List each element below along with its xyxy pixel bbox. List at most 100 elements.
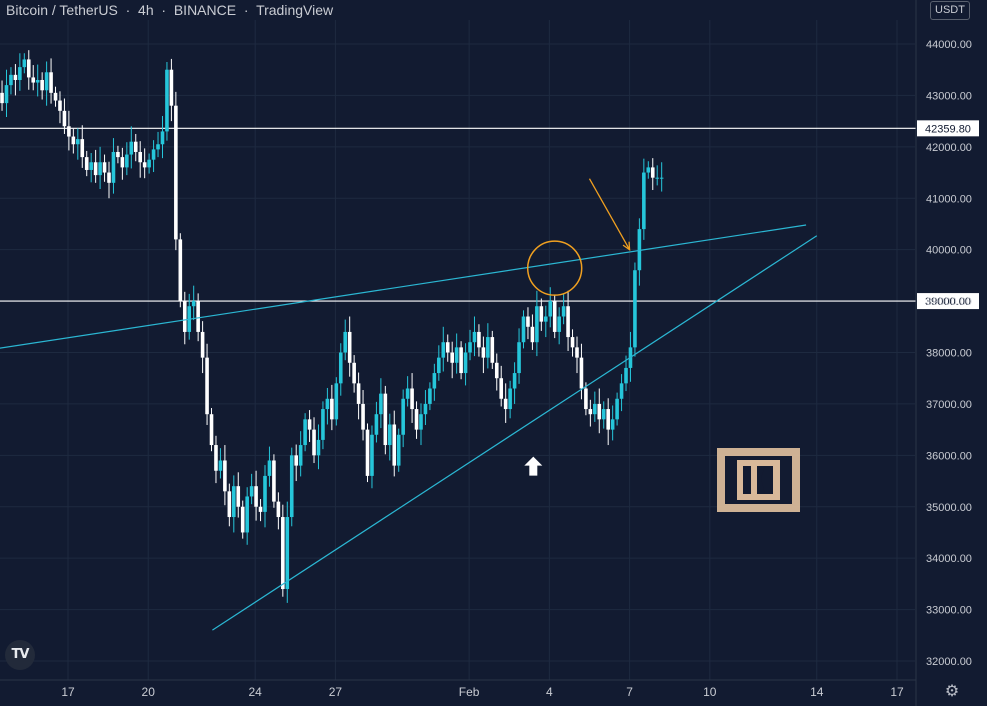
x-tick-label: 17 xyxy=(61,685,75,699)
candle-body xyxy=(325,398,330,410)
candle-body xyxy=(249,486,254,497)
candle-body xyxy=(356,383,361,404)
candle-body xyxy=(481,347,486,358)
candle-body xyxy=(71,136,76,145)
candle-body xyxy=(423,403,428,415)
candle-body xyxy=(125,154,129,168)
price-level-tag xyxy=(917,120,979,137)
x-tick-label: 20 xyxy=(142,685,156,699)
candle-body xyxy=(561,306,566,317)
y-tick-label: 39000.00 xyxy=(926,296,972,308)
candle-body xyxy=(18,67,22,80)
x-tick-label: 24 xyxy=(249,685,263,699)
x-tick-label: 10 xyxy=(703,685,717,699)
candle-body xyxy=(468,342,472,353)
candle-body xyxy=(276,501,281,518)
candle-body xyxy=(526,316,530,327)
candle-body xyxy=(410,388,414,410)
currency-unit-badge[interactable]: USDT xyxy=(930,1,970,20)
candle-body xyxy=(272,460,276,502)
candle-body xyxy=(151,149,156,160)
x-tick-label: 17 xyxy=(890,685,904,699)
candle-body xyxy=(84,157,89,170)
y-tick-label: 36000.00 xyxy=(926,450,972,462)
candlesticks xyxy=(0,50,664,603)
candle-body xyxy=(107,172,111,183)
settings-gear-icon[interactable]: ⚙ xyxy=(944,683,960,700)
candle-body xyxy=(579,357,584,389)
symbol-name[interactable]: Bitcoin / TetherUS xyxy=(6,2,118,18)
candle-body xyxy=(445,342,450,353)
candle-body xyxy=(138,151,143,163)
candle-body xyxy=(392,424,397,466)
candle-body xyxy=(428,388,432,404)
candle-body xyxy=(624,367,628,384)
candle-body xyxy=(294,455,298,466)
candle-body xyxy=(405,388,410,399)
candle-body xyxy=(450,352,454,363)
candle-body xyxy=(76,139,80,145)
candle-body xyxy=(26,59,31,78)
candle-body xyxy=(396,434,401,466)
candle-body xyxy=(548,301,553,317)
candle-body xyxy=(31,77,36,83)
candle-body xyxy=(361,403,365,430)
interval-label[interactable]: 4h xyxy=(138,2,154,18)
candle-body xyxy=(174,105,178,240)
candle-body xyxy=(597,403,602,420)
y-tick-label: 43000.00 xyxy=(926,90,972,102)
candle-body xyxy=(637,229,642,271)
candle-body xyxy=(4,85,9,104)
candle-body xyxy=(232,486,236,518)
candle-body xyxy=(214,445,218,471)
candle-body xyxy=(67,126,71,137)
candle-body xyxy=(494,362,499,379)
candle-body xyxy=(334,383,339,420)
candle-body xyxy=(655,177,660,179)
candle-body xyxy=(13,74,18,80)
candle-body xyxy=(575,347,579,358)
candle-body xyxy=(182,301,187,332)
candle-body xyxy=(98,162,102,176)
candle-body xyxy=(343,331,348,353)
candle-body xyxy=(437,357,441,374)
candle-body xyxy=(463,352,468,374)
candle-body xyxy=(499,378,504,399)
candle-body xyxy=(508,388,512,410)
y-tick-label: 38000.00 xyxy=(926,348,972,360)
candle-body xyxy=(584,388,588,410)
candle-body xyxy=(218,460,223,471)
candle-body xyxy=(285,517,290,590)
candle-body xyxy=(156,144,160,150)
candle-body xyxy=(615,398,619,420)
candle-body xyxy=(650,167,655,178)
candle-body xyxy=(588,409,593,415)
candle-body xyxy=(9,74,13,86)
candle-body xyxy=(477,331,481,348)
candle-body xyxy=(365,429,370,476)
candle-body xyxy=(80,139,85,158)
candle-body xyxy=(35,79,40,83)
x-tick-label: 27 xyxy=(329,685,343,699)
candle-body xyxy=(312,429,316,456)
candle-body xyxy=(254,486,258,507)
brand-watermark-logo xyxy=(717,448,800,512)
candle-body xyxy=(330,398,334,420)
tradingview-logo-icon[interactable]: TV xyxy=(5,640,35,670)
candle-body xyxy=(62,110,67,127)
up-arrow-icon xyxy=(524,456,543,476)
trendline xyxy=(0,224,807,349)
candle-body xyxy=(352,362,356,384)
candle-body xyxy=(22,59,27,68)
candle-body xyxy=(472,331,477,343)
candle-body xyxy=(116,151,120,158)
candle-body xyxy=(370,434,374,476)
candle-body xyxy=(223,460,227,492)
candle-body xyxy=(659,177,664,179)
candle-body xyxy=(606,409,610,430)
candle-body xyxy=(142,162,147,168)
candle-body xyxy=(601,409,606,420)
candle-body xyxy=(258,506,263,512)
candle-body xyxy=(521,316,526,343)
